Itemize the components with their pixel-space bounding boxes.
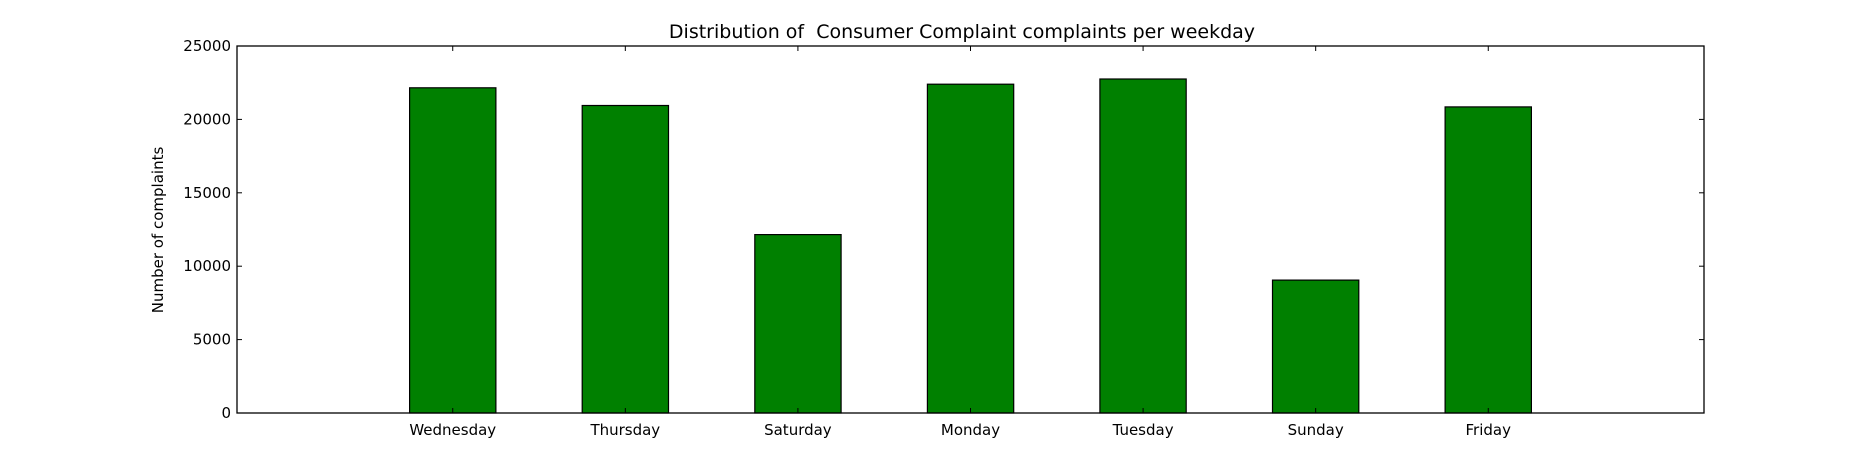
tick-labels-group: Wednesday Thursday Saturday Monday Tuesday Su…	[183, 37, 1511, 439]
y-tick-label: 5000	[193, 331, 231, 349]
x-tick-label-friday: Friday	[1466, 421, 1512, 439]
x-tick-label-thursday: Thursday	[589, 421, 660, 439]
bar-sunday	[1271, 279, 1360, 414]
bar-thursday	[581, 104, 670, 414]
bar-monday	[926, 83, 1015, 414]
x-tick-label-monday: Monday	[941, 421, 1000, 439]
x-tick-label-saturday: Saturday	[764, 421, 832, 439]
bar-tuesday	[1099, 78, 1187, 414]
x-tick-label-wednesday: Wednesday	[409, 421, 496, 439]
x-tick-label-tuesday: Tuesday	[1112, 421, 1174, 439]
bars-group	[409, 78, 1532, 414]
bar-saturday	[754, 234, 842, 414]
chart-title: Distribution of Consumer Complaint compl…	[669, 21, 1255, 43]
y-tick-label: 15000	[183, 184, 231, 202]
plot-frame	[236, 45, 1705, 414]
y-axis-label: Number of complaints	[149, 147, 167, 314]
bar-wednesday	[409, 87, 497, 414]
bar-friday	[1444, 106, 1532, 414]
y-tick-label: 25000	[183, 37, 231, 55]
y-tick-label: 10000	[183, 257, 231, 275]
y-tick-label: 20000	[183, 110, 231, 128]
y-tick-label: 0	[221, 404, 231, 422]
x-tick-label-sunday: Sunday	[1288, 421, 1344, 439]
